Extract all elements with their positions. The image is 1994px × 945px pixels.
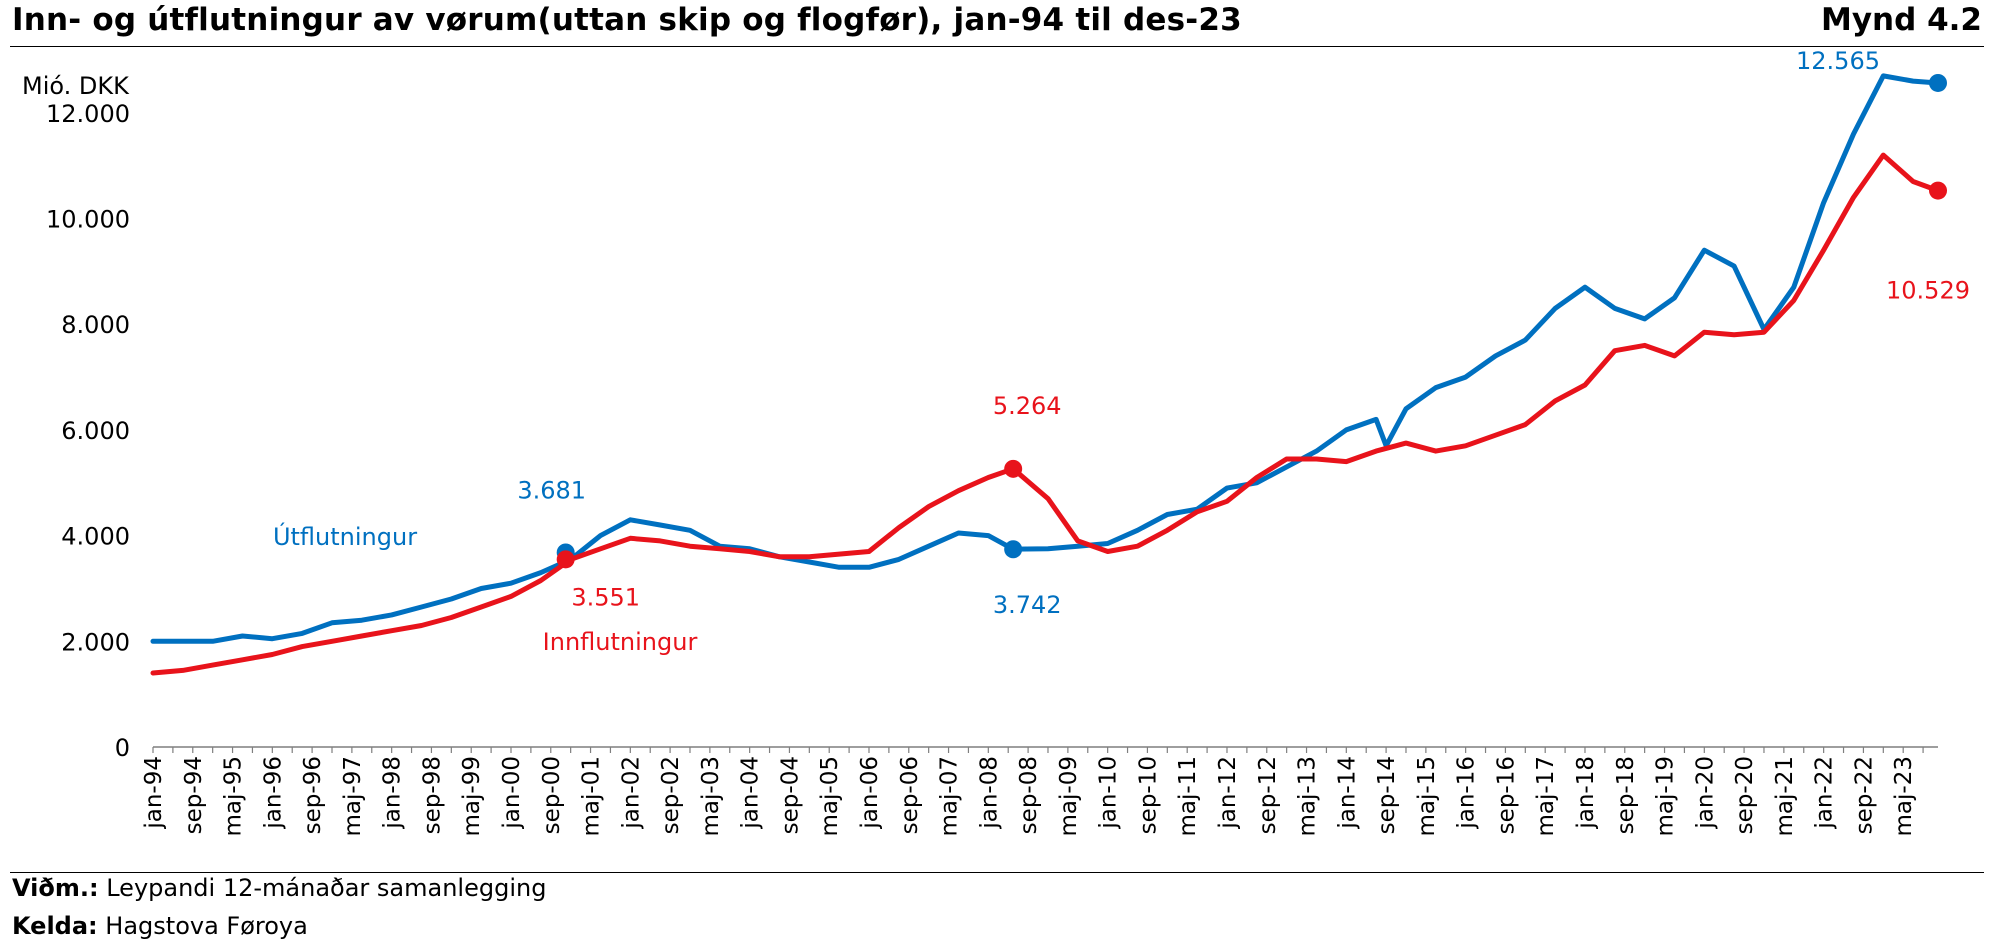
chart-header: Inn- og útflutningur av vørum(uttan skip…	[10, 0, 1984, 47]
x-tick-label: sep-06	[897, 756, 923, 834]
chart-title: Inn- og útflutningur av vørum(uttan skip…	[12, 2, 1242, 38]
x-tick-label: maj-23	[1891, 756, 1917, 836]
x-tick-label: maj-99	[459, 756, 485, 836]
x-tick-label: jan-02	[618, 756, 644, 830]
x-tick-label: sep-10	[1135, 756, 1161, 834]
data-label: 3.742	[993, 591, 1062, 619]
y-tick-label: 0	[115, 734, 130, 762]
x-tick-label: jan-20	[1692, 756, 1718, 830]
x-tick-label: jan-22	[1812, 756, 1838, 830]
y-tick-label: 12.000	[46, 100, 130, 128]
series-label: Útflutningur	[273, 521, 417, 551]
data-point-marker	[556, 550, 575, 569]
x-tick-label: sep-18	[1613, 756, 1639, 834]
y-tick-label: 8.000	[61, 311, 130, 339]
x-tick-label: sep-08	[1016, 756, 1042, 834]
x-tick-label: maj-07	[937, 756, 963, 836]
data-point-marker	[1004, 459, 1023, 478]
x-tick-label: maj-17	[1533, 756, 1559, 836]
x-tick-label: jan-96	[260, 756, 286, 830]
data-label: 10.529	[1886, 277, 1970, 305]
x-tick-label: sep-12	[1255, 756, 1281, 834]
x-tick-label: sep-02	[658, 756, 684, 834]
x-tick-label: sep-00	[539, 756, 565, 834]
note-text: Leypandi 12-mánaðar samanlegging	[106, 874, 547, 902]
x-tick-label: jan-16	[1454, 756, 1480, 830]
x-tick-label: jan-08	[976, 756, 1002, 830]
x-tick-label: sep-22	[1851, 756, 1877, 834]
y-tick-label: 6.000	[61, 417, 130, 445]
data-label: 3.681	[517, 476, 586, 504]
y-tick-label: 4.000	[61, 523, 130, 551]
footer-divider	[10, 872, 1984, 873]
data-point-marker	[1004, 540, 1023, 559]
figure-number: Mynd 4.2	[1820, 2, 1982, 38]
data-point-marker	[1929, 73, 1947, 92]
x-tick-label: maj-97	[340, 756, 366, 836]
line-chart: Mió. DKK 0 2.000 4.000 6.000 8.000 10.000 12.00…	[22, 47, 1970, 836]
x-tick-label: maj-05	[817, 756, 843, 836]
data-point-marker	[1929, 181, 1947, 200]
x-tick-label: jan-98	[380, 756, 406, 830]
note-label: Viðm.:	[12, 874, 99, 902]
x-tick-label: maj-09	[1056, 756, 1082, 836]
x-tick-label: sep-96	[300, 756, 326, 834]
x-tick-label: maj-19	[1653, 756, 1679, 836]
x-tick-label: maj-11	[1175, 756, 1201, 836]
source-label: Kelda:	[12, 912, 98, 940]
x-tick-label: sep-94	[181, 756, 207, 834]
y-axis-label: Mió. DKK	[22, 72, 130, 100]
y-tick-label: 2.000	[61, 628, 130, 656]
x-tick-label: maj-21	[1772, 756, 1798, 836]
x-tick-label: jan-14	[1334, 756, 1360, 830]
x-tick-label: maj-01	[579, 756, 605, 836]
x-tick-label: sep-20	[1732, 756, 1758, 834]
x-tick-label: jan-94	[141, 756, 167, 830]
chart-source: Kelda: Hagstova Føroya	[12, 912, 308, 940]
x-tick-label: sep-04	[777, 756, 803, 834]
x-tick-label: sep-16	[1493, 756, 1519, 834]
data-label: 5.264	[993, 392, 1062, 420]
series-line-innflutningur	[150, 152, 1941, 676]
x-tick-label: jan-12	[1215, 756, 1241, 830]
series-line-útflutningur	[150, 73, 1941, 644]
x-tick-label: maj-15	[1414, 756, 1440, 836]
chart-note: Viðm.: Leypandi 12-mánaðar samanlegging	[12, 874, 546, 902]
x-tick-label: maj-13	[1295, 756, 1321, 836]
x-tick-label: jan-18	[1573, 756, 1599, 830]
data-label: 3.551	[571, 583, 640, 611]
x-tick-label: sep-98	[419, 756, 445, 834]
x-tick-label: jan-10	[1096, 756, 1122, 830]
x-tick-label: maj-95	[221, 756, 247, 836]
x-tick-label: maj-03	[698, 756, 724, 836]
x-tick-label: jan-00	[499, 756, 525, 830]
x-tick-label: jan-06	[857, 756, 883, 830]
source-text: Hagstova Føroya	[105, 912, 308, 940]
x-tick-label: sep-14	[1374, 756, 1400, 834]
y-tick-label: 10.000	[46, 206, 130, 234]
series-label: Innflutningur	[543, 628, 698, 656]
x-tick-label: jan-04	[738, 756, 764, 830]
data-label: 12.565	[1796, 47, 1880, 75]
